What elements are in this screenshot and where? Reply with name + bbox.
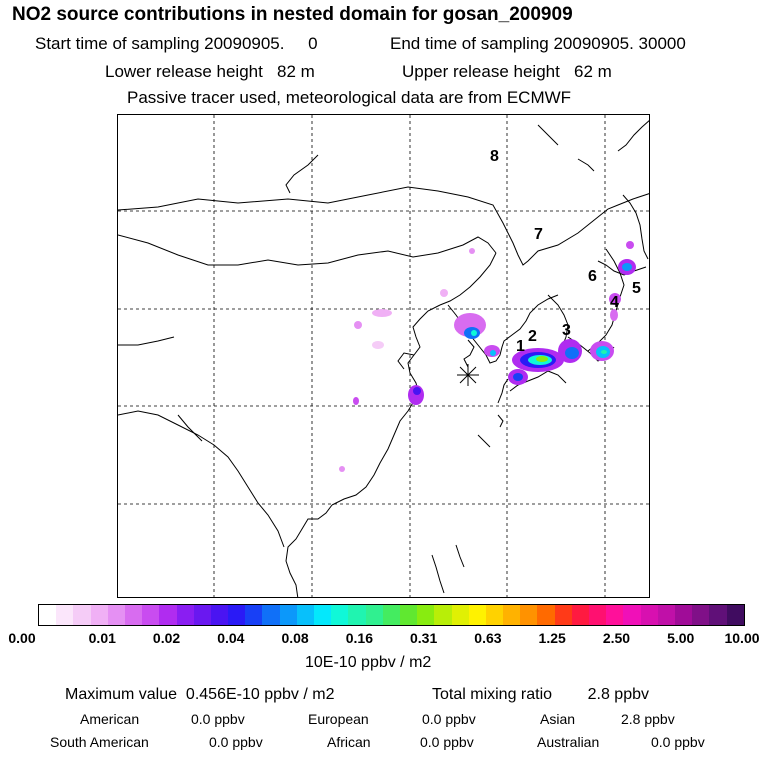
colorbar-swatch [107, 605, 125, 625]
colorbar-swatch [554, 605, 572, 625]
map-svg: 1 2 3 4 5 6 7 8 [118, 115, 649, 597]
end-time: End time of sampling 20090905. 30000 [390, 34, 686, 53]
colorbar-swatch [657, 605, 675, 625]
colorbar-swatch [262, 605, 280, 625]
colorbar-swatch [314, 605, 332, 625]
colorbar-swatch [245, 605, 263, 625]
region-value-american: 0.0 ppbv [191, 711, 245, 727]
receptor-marker [457, 364, 479, 386]
colorbar-swatch [382, 605, 400, 625]
source-label-8: 8 [490, 148, 499, 165]
colorbar-swatch [73, 605, 91, 625]
colorbar-tick-label: 1.25 [538, 630, 566, 646]
region-value-european: 0.0 ppbv [422, 711, 476, 727]
colorbar-tick-label: 0.00 [8, 630, 36, 646]
map-panel: 1 2 3 4 5 6 7 8 [117, 114, 650, 598]
colorbar-swatch [623, 605, 641, 625]
colorbar-unit: 10E-10 ppbv / m2 [305, 654, 432, 671]
source-label-7: 7 [534, 226, 543, 243]
region-value-australian: 0.0 ppbv [651, 734, 705, 750]
source-label-5: 5 [632, 280, 641, 297]
source-label-4: 4 [610, 294, 619, 311]
colorbar-swatch [503, 605, 521, 625]
upper-release-height: Upper release height 62 m [402, 62, 612, 81]
maximum-value: Maximum value 0.456E-10 ppbv / m2 [65, 686, 335, 703]
region-name-european: European [308, 711, 369, 727]
colorbar-swatch [417, 605, 435, 625]
colorbar-swatch [709, 605, 727, 625]
colorbar-swatch [571, 605, 589, 625]
colorbar-swatch [39, 605, 57, 625]
colorbar [38, 604, 745, 626]
colorbar-swatch [434, 605, 452, 625]
region-name-australian: Australian [537, 734, 600, 750]
region-name-african: African [327, 734, 371, 750]
colorbar-swatch [331, 605, 349, 625]
colorbar-tick-label: 5.00 [667, 630, 695, 646]
source-label-6: 6 [588, 268, 597, 285]
chart-title: NO2 source contributions in nested domai… [12, 4, 573, 25]
colorbar-swatch [589, 605, 607, 625]
colorbar-swatch [176, 605, 194, 625]
colorbar-swatch [348, 605, 366, 625]
region-value-asian: 2.8 ppbv [621, 711, 675, 727]
colorbar-tick-label: 2.50 [602, 630, 631, 646]
colorbar-swatch [210, 605, 229, 625]
lower-release-height: Lower release height 82 m [105, 62, 315, 81]
colorbar-swatch [606, 605, 624, 625]
colorbar-swatch [468, 605, 486, 625]
colorbar-swatch [56, 605, 74, 625]
colorbar-tick-label: 0.02 [152, 630, 181, 646]
colorbar-swatch [142, 605, 160, 625]
source-label-1: 1 [516, 338, 525, 355]
colorbar-swatch [674, 605, 693, 625]
region-value-african: 0.0 ppbv [420, 734, 474, 750]
region-value-south-american: 0.0 ppbv [209, 734, 263, 750]
source-label-2: 2 [528, 328, 537, 345]
colorbar-swatch [296, 605, 314, 625]
colorbar-tick-label: 0.63 [474, 630, 502, 646]
colorbar-tick-label: 0.31 [410, 630, 438, 646]
colorbar-swatch [520, 605, 538, 625]
total-mixing-ratio: Total mixing ratio 2.8 ppbv [432, 686, 649, 703]
start-time: Start time of sampling 20090905. 0 [35, 34, 318, 53]
colorbar-swatch [193, 605, 211, 625]
colorbar-swatch [124, 605, 143, 625]
colorbar-swatch [159, 605, 177, 625]
colorbar-swatch [640, 605, 658, 625]
source-label-3: 3 [562, 322, 571, 339]
colorbar-swatch [279, 605, 297, 625]
colorbar-swatch [537, 605, 555, 625]
colorbar-tick-label: 10.00 [724, 630, 760, 646]
colorbar-swatch [451, 605, 469, 625]
colorbar-swatch [485, 605, 504, 625]
colorbar-swatch [692, 605, 710, 625]
region-name-asian: Asian [540, 711, 576, 727]
concentration-field [339, 241, 636, 472]
region-name-american: American [80, 711, 140, 727]
colorbar-swatch [228, 605, 246, 625]
region-name-south-american: South American [50, 734, 149, 750]
colorbar-tick-label: 0.08 [281, 630, 309, 646]
tracer-note: Passive tracer used, meteorological data… [127, 88, 572, 107]
colorbar-swatch [365, 605, 383, 625]
colorbar-tick-label: 0.04 [217, 630, 245, 646]
colorbar-swatch [726, 605, 744, 625]
colorbar-swatch [399, 605, 418, 625]
colorbar-swatch [90, 605, 108, 625]
colorbar-tick-label: 0.01 [88, 630, 116, 646]
colorbar-tick-label: 0.16 [345, 630, 373, 646]
